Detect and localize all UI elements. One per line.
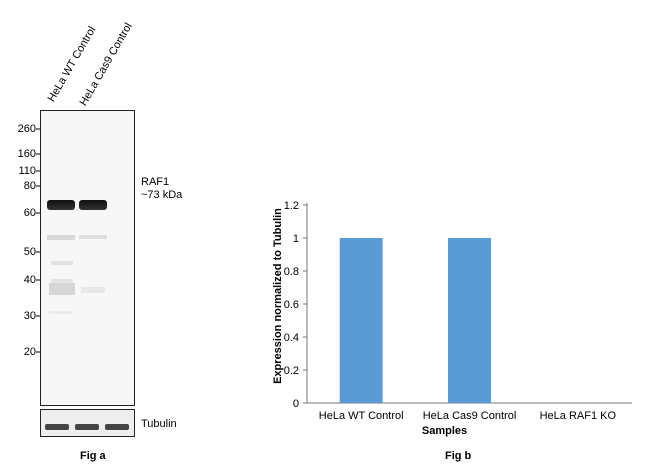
target-name: RAF1 <box>141 176 170 188</box>
blot-loading-control <box>40 409 135 437</box>
y-tick-label: 0.2 <box>284 365 299 377</box>
x-axis-title: Samples <box>422 425 467 437</box>
band-raf1-wt <box>47 200 75 210</box>
y-tick-label: 0.6 <box>284 299 299 311</box>
bar <box>339 238 383 403</box>
mw-marker-40: 40 <box>23 274 36 286</box>
bar <box>448 238 491 403</box>
bar-chart: 0 0.2 0.4 0.6 0.8 1 1.2 HeLa WT Control HeLa Cas… <box>272 200 632 437</box>
y-tick-label: 0.4 <box>284 332 299 344</box>
blot-main-bands <box>41 111 134 405</box>
band-tubulin-3 <box>105 424 129 430</box>
y-tick-label: 0 <box>293 398 299 410</box>
band-raf1-cas9 <box>79 200 107 210</box>
blot-main <box>40 110 135 406</box>
mw-marker-110: 110 <box>18 165 36 177</box>
mw-marker-20: 20 <box>23 346 36 358</box>
y-tick-label: 0.8 <box>284 266 299 278</box>
mw-marker-80: 80 <box>23 180 36 192</box>
mw-marker-260: 260 <box>17 123 36 135</box>
band-tubulin-2 <box>75 424 99 430</box>
x-tick-label: HeLa WT Control <box>319 410 404 422</box>
y-tick-label: 1 <box>293 233 299 245</box>
loading-control-label: Tubulin <box>141 418 177 430</box>
fig-a-caption: Fig a <box>80 450 106 462</box>
band-tubulin-1 <box>45 424 69 430</box>
mw-marker-60: 60 <box>23 207 36 219</box>
y-axis-title: Expression normalized to Tubulin <box>272 208 284 384</box>
mw-marker-50: 50 <box>23 246 36 258</box>
x-tick-label: HeLa Cas9 Control <box>423 410 517 422</box>
target-size: ~73 kDa <box>141 189 183 201</box>
x-tick-label: HeLa RAF1 KO <box>540 410 617 422</box>
mw-marker-160: 160 <box>17 148 36 160</box>
blot-tubulin-bands <box>41 410 134 436</box>
target-label: RAF1 ~73 kDa <box>141 176 182 202</box>
fig-b-caption: Fig b <box>445 450 472 462</box>
y-tick-label: 1.2 <box>284 200 299 212</box>
mw-marker-30: 30 <box>23 310 36 322</box>
